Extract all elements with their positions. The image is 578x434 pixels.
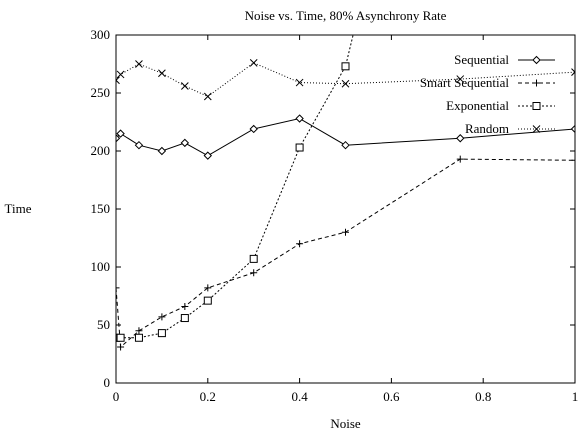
data-point-sequential [203, 151, 213, 160]
y-tick-label: 150 [91, 201, 111, 216]
data-point-smart-sequential [456, 155, 464, 163]
legend-label-smart-sequential: Smart Sequential [420, 75, 510, 90]
data-point-exponential [249, 254, 258, 263]
data-point-sequential [116, 134, 121, 143]
series-line-random [116, 62, 575, 98]
data-point-random [295, 78, 304, 87]
data-point-smart-sequential [204, 284, 212, 292]
data-point-exponential [203, 296, 212, 305]
data-point-random [249, 58, 258, 67]
data-point-random [135, 60, 143, 68]
series-line-exponential [116, 35, 354, 339]
series-exponential [116, 35, 354, 342]
legend-marker-exponential [532, 102, 541, 110]
series-line-smart-sequential [116, 158, 575, 349]
legend-marker-random [532, 125, 541, 133]
data-point-exponential [180, 314, 189, 323]
data-point-sequential [134, 140, 144, 150]
x-tick-label: 0.6 [383, 389, 400, 404]
data-point-sequential [295, 114, 304, 123]
chart-title: Noise vs. Time, 80% Asynchrony Rate [245, 8, 447, 23]
data-point-sequential [180, 138, 190, 148]
series-group [116, 35, 575, 351]
y-tick-label: 0 [104, 375, 111, 390]
data-point-sequential [157, 146, 167, 156]
data-point-random [203, 92, 212, 101]
data-point-sequential [249, 124, 258, 134]
data-point-exponential [157, 329, 166, 338]
data-point-exponential [134, 333, 143, 342]
data-point-exponential [116, 333, 125, 342]
data-point-smart-sequential [250, 269, 258, 277]
data-point-random [180, 82, 189, 90]
data-point-random [116, 70, 125, 79]
data-point-smart-sequential [135, 327, 143, 335]
y-tick-label: 250 [91, 85, 111, 100]
y-tick-label: 300 [91, 27, 111, 42]
data-point-sequential [570, 124, 575, 134]
data-point-exponential [295, 143, 304, 152]
legend-label-random: Random [465, 121, 509, 136]
y-tick-label: 200 [91, 143, 111, 158]
x-axis-label: Noise [330, 416, 361, 431]
legend-label-sequential: Sequential [454, 52, 509, 67]
data-point-random [456, 75, 465, 83]
y-tick-label: 100 [91, 259, 111, 274]
data-point-smart-sequential [296, 240, 304, 248]
data-point-smart-sequential [181, 302, 189, 310]
y-tick-label: 50 [97, 317, 110, 332]
x-tick-label: 0.8 [475, 389, 491, 404]
series-sequential [116, 114, 575, 160]
series-smart-sequential [116, 155, 575, 351]
x-tick-label: 0 [113, 389, 120, 404]
data-point-smart-sequential [571, 156, 575, 164]
data-point-random [341, 79, 350, 88]
data-point-smart-sequential [342, 228, 349, 236]
x-tick-label: 1 [572, 389, 578, 404]
legend-marker-smart-sequential [533, 79, 540, 87]
x-tick-label: 0.2 [200, 389, 216, 404]
legend-label-exponential: Exponential [446, 98, 509, 113]
axis-ticks: 0 0.2 0.4 0.6 0.8 1 0 50 100 150 200 250 300 [91, 27, 578, 404]
data-point-random [158, 69, 166, 78]
data-point-random [116, 76, 120, 85]
series-random [116, 58, 575, 101]
data-point-smart-sequential [117, 343, 125, 351]
legend-marker-sequential [532, 55, 541, 65]
data-point-sequential [456, 134, 465, 143]
data-point-random [571, 68, 575, 76]
y-axis-label: Time [5, 201, 32, 216]
plot-frame [115, 34, 576, 384]
data-point-sequential [341, 140, 350, 150]
data-point-exponential [341, 62, 350, 71]
data-point-smart-sequential [158, 313, 166, 321]
data-point-sequential [116, 129, 125, 138]
data-point-smart-sequential [116, 284, 120, 292]
x-tick-label: 0.4 [291, 389, 308, 404]
legend: Sequential Smart Sequential Exponential Ran… [420, 52, 555, 136]
